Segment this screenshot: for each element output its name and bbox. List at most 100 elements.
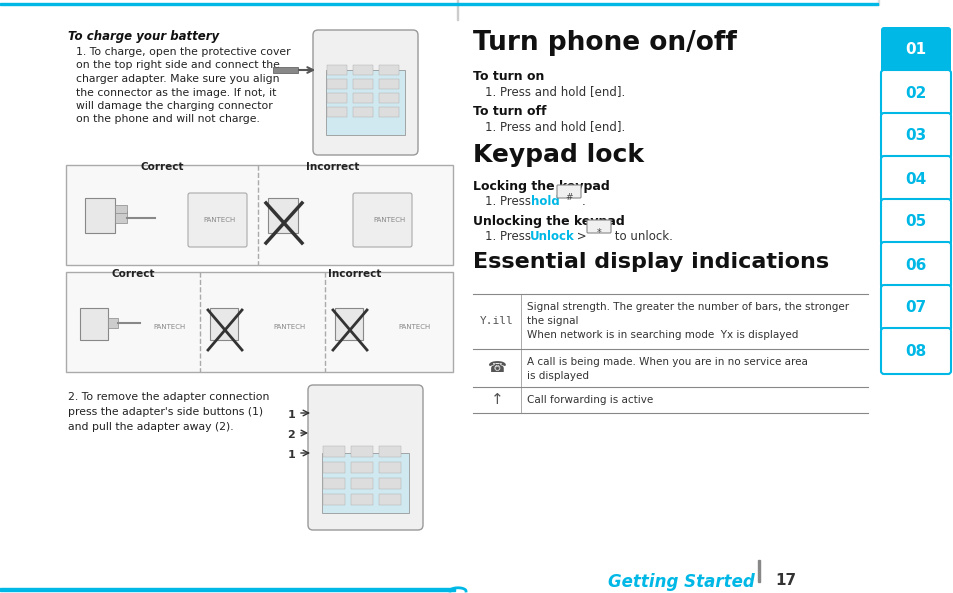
Bar [353,93,373,103]
Bar [473,349,867,387]
Bar [378,107,398,117]
Text: PANTECH: PANTECH [153,324,186,330]
Text: Correct: Correct [140,162,184,172]
Bar [378,462,400,473]
FancyBboxPatch shape [880,156,950,202]
Bar [210,308,237,340]
Text: 06: 06 [904,257,925,273]
Bar [378,79,398,89]
Text: is displayed: is displayed [526,371,588,381]
Bar [108,318,118,328]
Bar [378,446,400,457]
Text: 1: 1 [287,450,294,460]
Text: 1. Press: 1. Press [484,195,535,208]
Bar [877,0,879,5]
Bar [273,67,297,73]
Text: To turn off: To turn off [473,105,546,118]
FancyBboxPatch shape [880,113,950,159]
Bar [353,107,373,117]
Bar [115,205,127,213]
Bar [268,198,297,233]
Text: *: * [596,228,600,238]
Bar [66,165,453,265]
Bar [115,211,127,223]
Text: 17: 17 [774,573,796,588]
Text: 05: 05 [904,215,925,229]
Text: will damage the charging connector: will damage the charging connector [76,101,273,111]
Bar [351,478,373,489]
Text: charger adapter. Make sure you align: charger adapter. Make sure you align [76,74,279,84]
Text: PANTECH: PANTECH [274,324,306,330]
Bar [353,65,373,75]
Text: 1. Press: 1. Press [484,230,535,243]
Text: To turn on: To turn on [473,70,544,83]
Text: PANTECH: PANTECH [398,324,431,330]
Text: A call is being made. When you are in no service area: A call is being made. When you are in no… [526,357,807,367]
FancyBboxPatch shape [880,328,950,374]
Text: .: . [581,195,585,208]
Bar [0,2,877,5]
Text: 1: 1 [287,410,294,420]
Text: When network is in searching mode  Yx is displayed: When network is in searching mode Yx is … [526,330,798,340]
Bar [473,294,867,349]
Bar [323,494,345,505]
Text: Getting Started: Getting Started [608,573,754,591]
Text: PANTECH: PANTECH [374,217,406,223]
FancyBboxPatch shape [880,27,950,73]
Text: Correct: Correct [112,269,154,279]
Text: to unlock.: to unlock. [610,230,672,243]
Bar [378,494,400,505]
Bar [327,93,347,103]
Text: Unlock: Unlock [530,230,574,243]
Text: 02: 02 [904,85,925,100]
Bar [66,272,453,372]
Bar [322,453,409,513]
Bar [327,65,347,75]
Text: Call forwarding is active: Call forwarding is active [526,395,653,405]
Text: 04: 04 [904,171,925,187]
FancyBboxPatch shape [880,242,950,288]
Text: To charge your battery: To charge your battery [68,30,219,43]
Text: 1. Press and hold [end].: 1. Press and hold [end]. [484,85,624,98]
Text: 2: 2 [287,430,294,440]
Text: Signal strength. The greater the number of bars, the stronger: Signal strength. The greater the number … [526,302,848,312]
FancyBboxPatch shape [880,70,950,116]
Bar [351,446,373,457]
Bar [85,198,115,233]
FancyBboxPatch shape [880,199,950,245]
Text: 08: 08 [904,343,925,359]
Bar [323,446,345,457]
Bar [80,308,108,340]
Text: on the phone and will not charge.: on the phone and will not charge. [76,114,259,125]
Bar [351,462,373,473]
Bar [473,387,867,413]
Bar [0,588,455,591]
Text: 01: 01 [904,43,925,58]
Bar [378,478,400,489]
Text: hold: hold [531,195,559,208]
FancyBboxPatch shape [557,185,580,198]
Text: PANTECH: PANTECH [204,217,236,223]
Text: Unlocking the keypad: Unlocking the keypad [473,215,624,228]
Text: 1. To charge, open the protective cover: 1. To charge, open the protective cover [76,47,291,57]
Text: on the top right side and connect the: on the top right side and connect the [76,60,279,71]
Text: Locking the keypad: Locking the keypad [473,180,609,193]
Text: 03: 03 [904,129,925,144]
Bar [351,494,373,505]
FancyBboxPatch shape [308,385,422,530]
Bar [456,0,457,20]
Bar [323,478,345,489]
Text: Turn phone on/off: Turn phone on/off [473,30,736,56]
Text: and pull the adapter away (2).: and pull the adapter away (2). [68,422,233,432]
Bar [327,79,347,89]
FancyBboxPatch shape [313,30,417,155]
Text: Essential display indications: Essential display indications [473,252,828,272]
Text: #: # [565,193,572,202]
Text: Y.ill: Y.ill [479,317,514,327]
Text: 2. To remove the adapter connection: 2. To remove the adapter connection [68,392,269,402]
Text: press the adapter's side buttons (1): press the adapter's side buttons (1) [68,407,263,417]
Text: Incorrect: Incorrect [328,269,381,279]
FancyBboxPatch shape [880,285,950,331]
Bar [327,107,347,117]
Text: ☎: ☎ [487,361,506,375]
